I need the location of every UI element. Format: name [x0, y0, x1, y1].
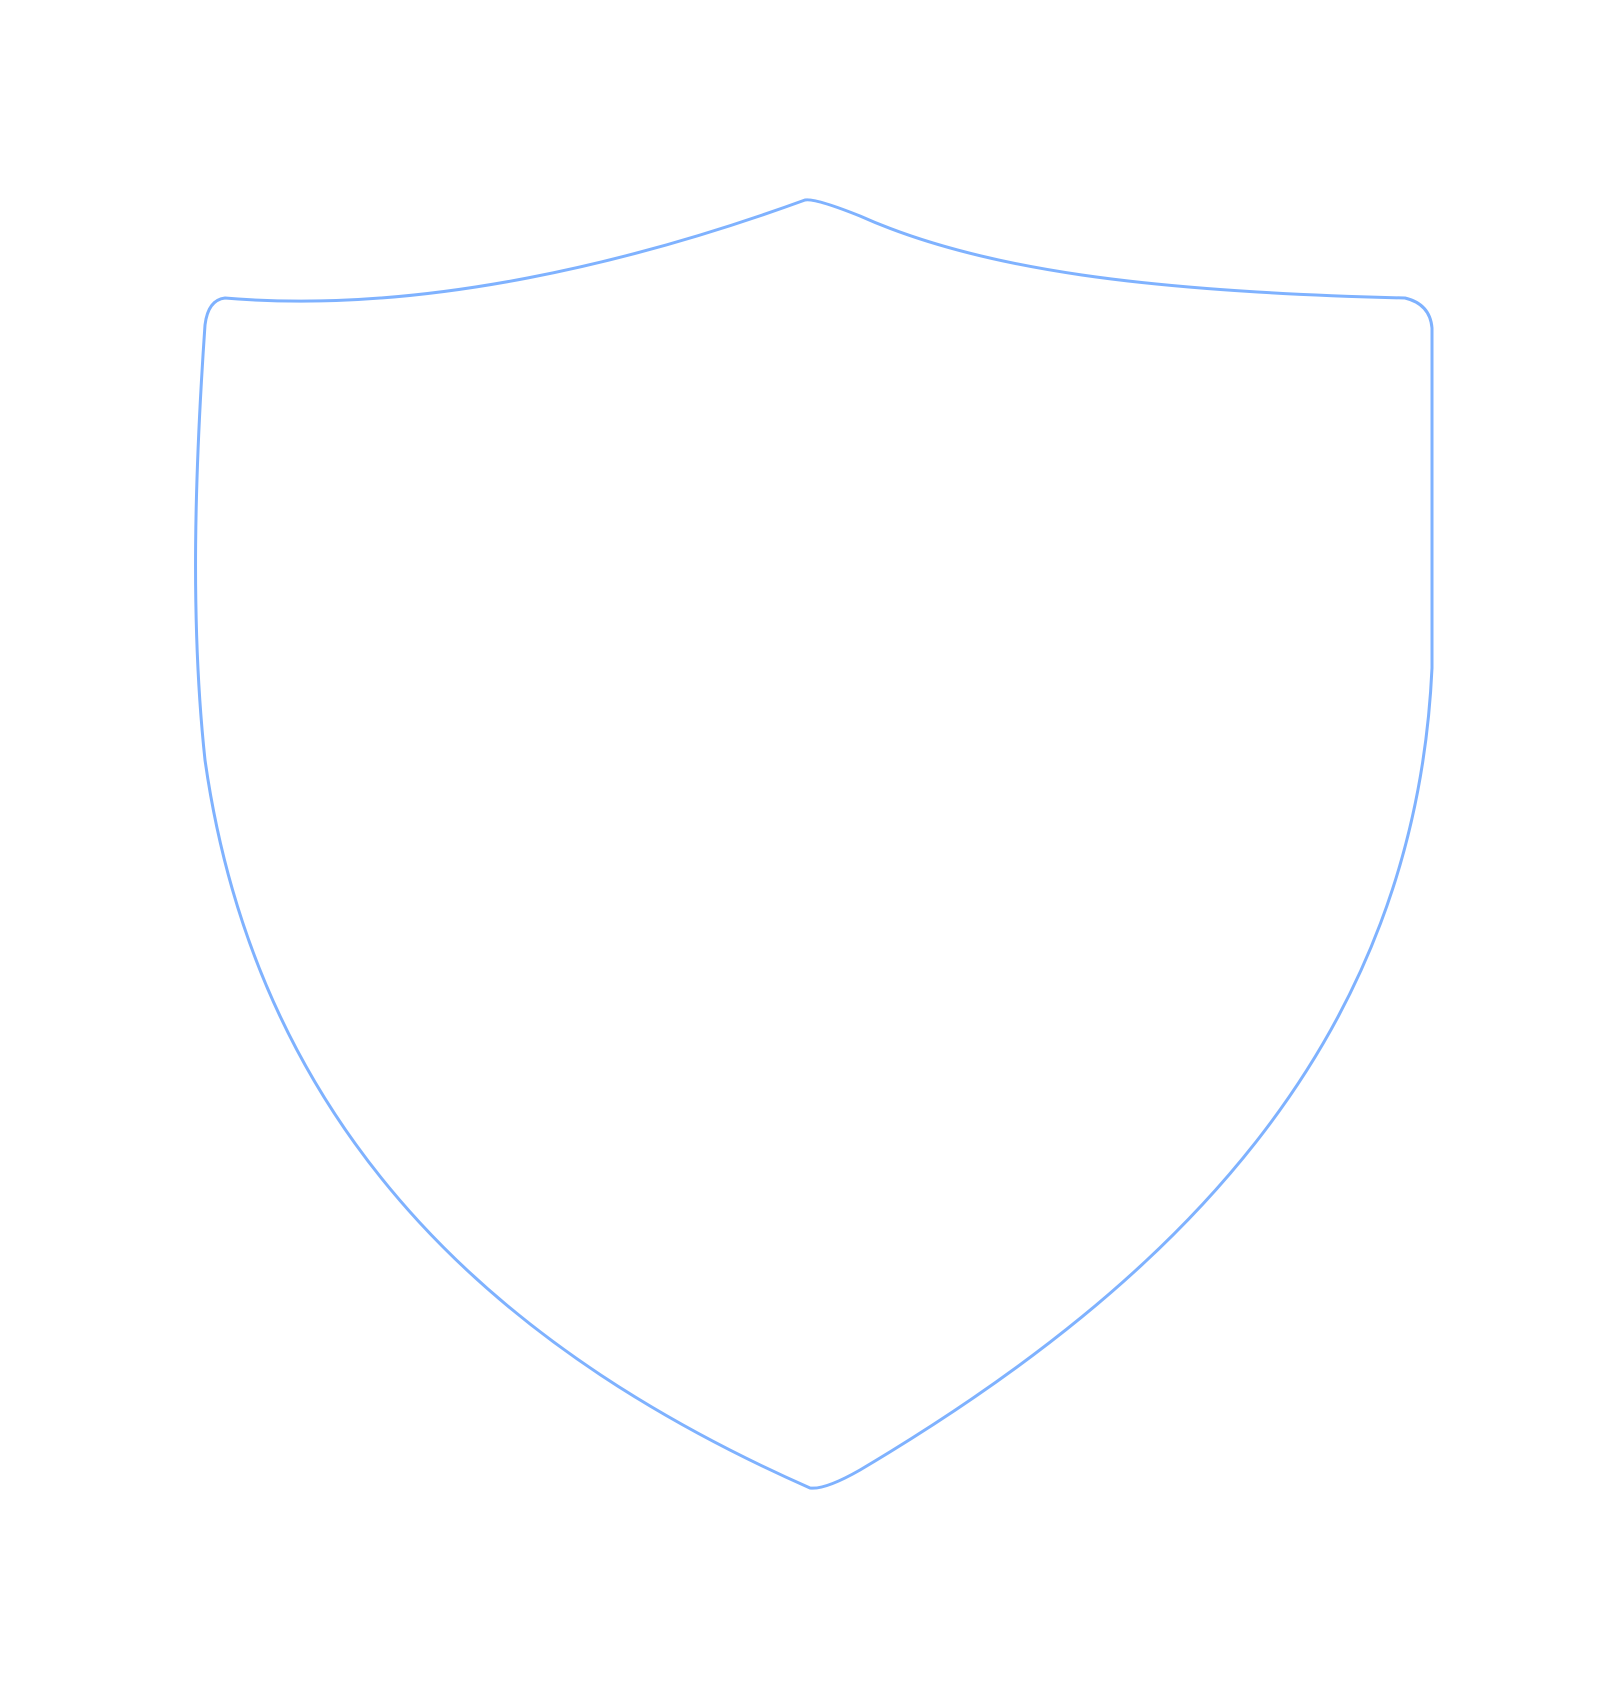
shield-outline [194, 198, 1434, 1490]
